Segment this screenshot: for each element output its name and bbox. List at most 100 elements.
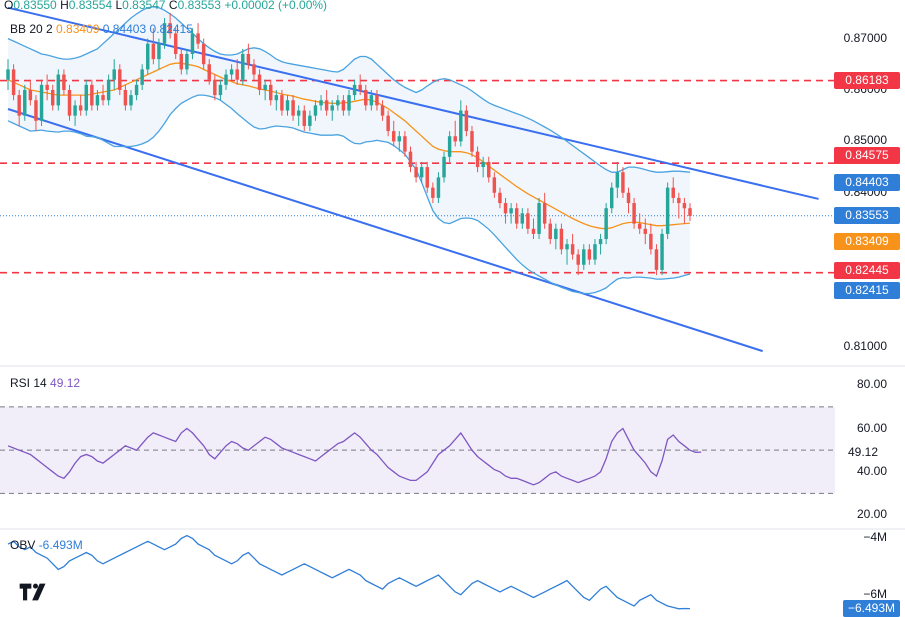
rsi-current-tag: 49.12 <box>847 444 878 459</box>
candle <box>442 151 446 183</box>
candle-body <box>123 89 128 106</box>
candle-body <box>582 249 586 265</box>
change-value: +0.00002 (+0.00%) <box>224 0 328 12</box>
candle <box>11 64 16 101</box>
candle <box>196 23 200 49</box>
candle <box>554 223 558 250</box>
candle-body <box>347 95 351 111</box>
candle <box>559 223 564 255</box>
candle-body <box>17 95 21 116</box>
candle-body <box>162 23 167 44</box>
candle <box>503 197 508 224</box>
rsi-tick-label: 20.00 <box>856 507 887 522</box>
candle <box>649 223 653 255</box>
candles <box>6 12 692 276</box>
high-value: 0.83554 <box>68 0 113 12</box>
candle <box>224 69 228 90</box>
candle-body <box>207 64 211 80</box>
candle <box>34 95 38 132</box>
candle-body <box>23 89 27 116</box>
channel-upper-line <box>7 6 819 200</box>
candle <box>459 100 463 147</box>
obv-legend[interactable]: OBV -6.493M <box>10 538 83 552</box>
candle <box>375 89 379 111</box>
candle-body <box>73 105 77 116</box>
price-tag: 0.86183 <box>834 72 900 90</box>
horizontal-levels[interactable] <box>0 79 835 274</box>
price-tag: 0.84575 <box>834 146 900 164</box>
ohlc-legend: O0.83550 H0.83554 L0.83547 C0.83553 +0.0… <box>4 0 327 12</box>
candle-body <box>146 43 150 70</box>
candle-body <box>269 84 273 101</box>
candle-body <box>190 33 195 54</box>
candle <box>280 89 284 116</box>
candle-body <box>386 115 390 132</box>
obv-tick-label: −4M <box>863 530 887 545</box>
candle-body <box>419 167 424 178</box>
candle-body <box>542 203 547 224</box>
candle <box>431 182 435 204</box>
candle-body <box>257 74 262 90</box>
candle <box>660 228 664 276</box>
candle <box>336 95 340 111</box>
candle <box>498 187 502 209</box>
candle <box>28 79 33 106</box>
candle-body <box>671 187 675 198</box>
candle-body <box>615 172 620 188</box>
candle <box>101 84 105 106</box>
candle-body <box>67 89 72 116</box>
rsi-tick-label: 80.00 <box>856 377 887 392</box>
bb-legend[interactable]: BB 20 2 0.83409 0.84403 0.82415 <box>10 22 193 36</box>
bb-lower-value: 0.82415 <box>149 22 193 36</box>
candle <box>414 161 418 183</box>
candle-body <box>78 105 83 111</box>
obv-value: -6.493M <box>38 538 83 552</box>
candle-body <box>330 105 334 111</box>
candle-body <box>341 100 346 111</box>
candle-body <box>280 95 284 111</box>
candle <box>453 120 457 147</box>
candle-body <box>308 115 312 126</box>
rsi-legend[interactable]: RSI 14 49.12 <box>10 376 80 390</box>
candle <box>369 89 374 111</box>
candle <box>56 69 61 111</box>
candle <box>269 79 273 106</box>
candle-body <box>173 33 178 54</box>
candle-body <box>414 167 418 178</box>
candle-body <box>213 79 217 96</box>
candle <box>688 203 692 222</box>
rsi-tick-label: 60.00 <box>856 420 887 435</box>
candle <box>509 203 513 224</box>
candle-body <box>50 89 55 106</box>
bb-upper-value: 0.84403 <box>102 22 147 36</box>
candle-body <box>291 100 295 116</box>
pane-separators[interactable] <box>0 365 905 530</box>
candle <box>347 89 351 116</box>
candle-body <box>447 136 452 157</box>
candle-body <box>252 64 256 75</box>
candle <box>274 89 279 111</box>
bb-lower-line <box>7 94 691 295</box>
candle-body <box>531 228 536 234</box>
candle-body <box>56 74 61 106</box>
candle <box>665 182 670 240</box>
candle <box>6 59 10 90</box>
candle <box>587 244 592 265</box>
candle <box>252 59 256 80</box>
candle <box>146 38 150 75</box>
candle <box>610 182 614 214</box>
candle <box>487 156 491 183</box>
candle-body <box>39 84 44 121</box>
candle-body <box>28 89 33 101</box>
candle-body <box>487 161 491 178</box>
candle-body <box>241 53 245 80</box>
candle <box>296 105 301 126</box>
candle-body <box>537 203 541 234</box>
candle-body <box>112 69 116 80</box>
price-tag: 0.83553 <box>834 207 900 225</box>
candle <box>140 64 144 90</box>
trend-channel[interactable] <box>7 6 819 353</box>
rsi-line <box>7 427 702 486</box>
candle <box>565 239 569 265</box>
